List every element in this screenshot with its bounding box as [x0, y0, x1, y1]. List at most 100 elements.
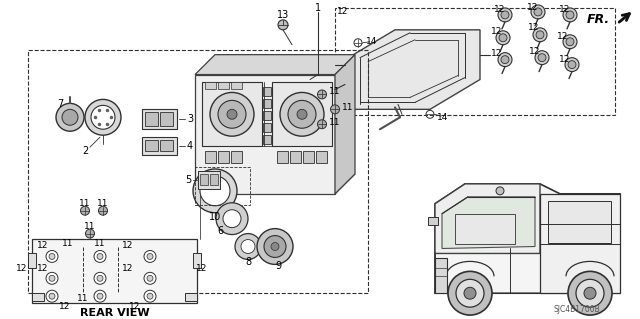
Bar — [142, 109, 177, 129]
Circle shape — [498, 8, 512, 22]
Circle shape — [193, 169, 237, 213]
Text: 12: 12 — [528, 23, 540, 32]
Polygon shape — [435, 184, 540, 293]
Circle shape — [496, 187, 504, 195]
Bar — [32, 293, 44, 301]
Circle shape — [317, 90, 326, 99]
Circle shape — [280, 93, 324, 136]
Bar — [540, 194, 620, 293]
Text: 11: 11 — [329, 87, 340, 96]
Polygon shape — [345, 30, 480, 109]
Circle shape — [531, 5, 545, 19]
Bar — [277, 151, 288, 163]
Circle shape — [227, 109, 237, 119]
Bar — [231, 82, 242, 89]
Text: 5: 5 — [185, 175, 191, 185]
Circle shape — [97, 293, 103, 299]
Text: 2: 2 — [82, 146, 88, 156]
Circle shape — [144, 272, 156, 284]
Bar — [28, 50, 368, 293]
Bar — [263, 135, 271, 144]
Text: 7: 7 — [57, 99, 63, 109]
Text: 6: 6 — [217, 226, 223, 236]
Bar — [200, 174, 208, 185]
Circle shape — [46, 272, 58, 284]
Circle shape — [144, 250, 156, 263]
Bar — [145, 112, 158, 126]
Bar — [218, 151, 229, 163]
Polygon shape — [435, 184, 620, 293]
Circle shape — [235, 234, 261, 259]
Bar — [428, 217, 438, 225]
Bar — [231, 151, 242, 163]
Bar — [195, 167, 250, 205]
Text: SJC4B1700B: SJC4B1700B — [553, 305, 600, 314]
Circle shape — [144, 290, 156, 302]
Circle shape — [563, 8, 577, 22]
Circle shape — [86, 229, 95, 238]
Text: 12: 12 — [129, 302, 141, 311]
Text: 11: 11 — [84, 222, 96, 231]
Text: 12: 12 — [122, 241, 134, 250]
Text: 8: 8 — [245, 257, 251, 267]
Text: 14: 14 — [366, 37, 378, 46]
Text: 11: 11 — [329, 118, 340, 127]
Circle shape — [49, 254, 55, 259]
Circle shape — [535, 51, 549, 65]
Bar — [218, 82, 229, 89]
Circle shape — [566, 38, 574, 46]
Text: 12: 12 — [559, 5, 571, 14]
Circle shape — [456, 279, 484, 307]
Circle shape — [563, 35, 577, 49]
Circle shape — [97, 254, 103, 259]
Circle shape — [499, 34, 507, 42]
Circle shape — [568, 271, 612, 315]
Bar — [263, 111, 271, 120]
Circle shape — [536, 31, 544, 39]
Text: 13: 13 — [277, 10, 289, 20]
Circle shape — [538, 54, 546, 62]
Circle shape — [534, 8, 542, 16]
Text: 12: 12 — [494, 5, 506, 14]
Circle shape — [147, 275, 153, 281]
Bar — [205, 82, 216, 89]
Bar — [263, 87, 271, 96]
Polygon shape — [335, 55, 355, 194]
Text: 1: 1 — [315, 3, 321, 13]
Bar — [272, 82, 332, 146]
Circle shape — [464, 287, 476, 299]
Text: 9: 9 — [275, 261, 281, 271]
Text: 12: 12 — [527, 4, 539, 12]
Circle shape — [85, 100, 121, 135]
Circle shape — [62, 109, 78, 125]
Circle shape — [99, 206, 108, 215]
Text: 12: 12 — [492, 27, 502, 36]
Text: 11: 11 — [62, 239, 74, 248]
Circle shape — [448, 271, 492, 315]
Bar — [263, 123, 271, 132]
Circle shape — [46, 290, 58, 302]
Circle shape — [496, 31, 510, 45]
Circle shape — [501, 56, 509, 63]
Circle shape — [97, 275, 103, 281]
Circle shape — [147, 254, 153, 259]
Circle shape — [56, 103, 84, 131]
Bar — [335, 8, 615, 115]
Circle shape — [297, 109, 307, 119]
Text: 12: 12 — [37, 264, 49, 273]
Circle shape — [223, 210, 241, 228]
Text: 12: 12 — [559, 55, 571, 64]
Circle shape — [94, 290, 106, 302]
Circle shape — [218, 100, 246, 128]
Circle shape — [264, 235, 286, 257]
Circle shape — [498, 53, 512, 67]
Polygon shape — [442, 197, 535, 249]
Circle shape — [288, 100, 316, 128]
Text: 11: 11 — [342, 103, 354, 112]
Circle shape — [216, 203, 248, 234]
Bar — [32, 239, 197, 303]
Circle shape — [566, 11, 574, 19]
Bar — [263, 100, 271, 108]
Circle shape — [317, 120, 326, 129]
Bar — [455, 214, 515, 243]
